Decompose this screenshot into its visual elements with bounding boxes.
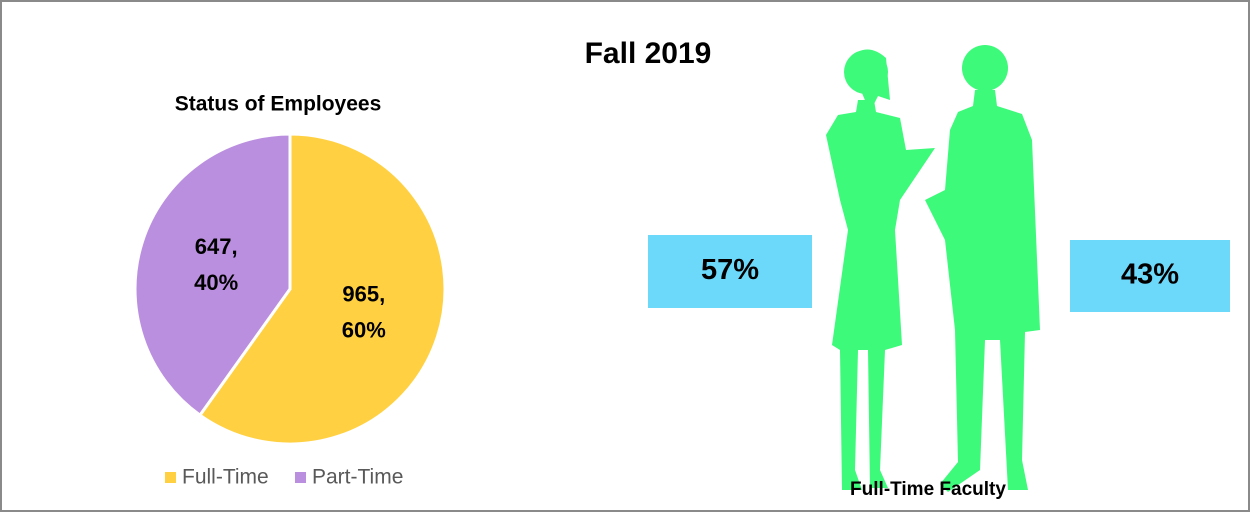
percent-label: 43% — [1121, 259, 1179, 291]
pie-slice — [197, 132, 447, 446]
slice-label: 647, — [195, 234, 238, 259]
legend-label: Full-Time — [182, 466, 269, 489]
woman-hair — [848, 49, 890, 112]
percent-box — [648, 235, 812, 308]
man-body — [925, 90, 1040, 492]
faculty-title: Full-Time Faculty — [850, 479, 1006, 500]
slice-label: 965, — [342, 281, 385, 306]
legend-swatch — [295, 472, 306, 483]
percent-box — [1070, 240, 1230, 312]
main-title: Fall 2019 — [585, 37, 712, 70]
silhouettes — [826, 45, 1040, 492]
legend-swatch — [165, 472, 176, 483]
woman-body — [826, 100, 935, 490]
pie-slice — [133, 132, 292, 418]
man-head — [962, 45, 1008, 91]
pie-title: Status of Employees — [175, 93, 382, 116]
slice-label: 60% — [342, 317, 386, 342]
slice-label: 40% — [194, 270, 238, 295]
percent-label: 57% — [701, 254, 759, 286]
legend-label: Part-Time — [312, 466, 403, 489]
